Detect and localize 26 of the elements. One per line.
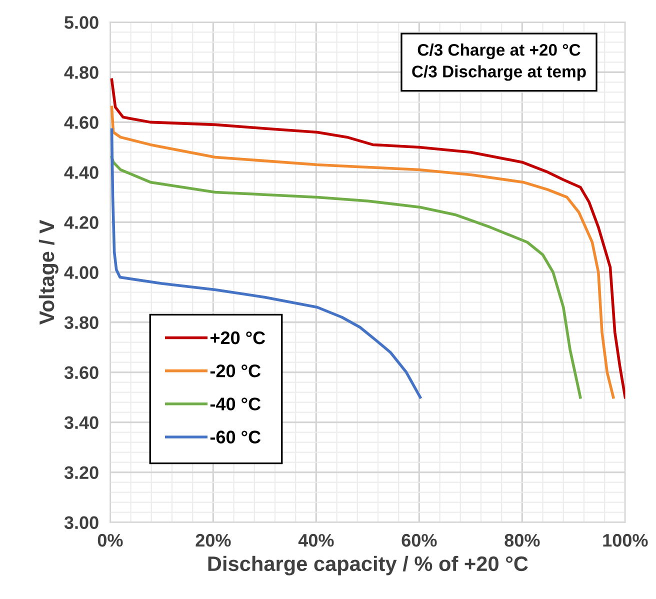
x-tick-label: 60% <box>402 534 437 547</box>
legend-label: -60 °C <box>210 430 261 444</box>
line-series <box>110 156 582 399</box>
annotation: C/3 Charge at +20 °C C/3 Discharge at temp <box>412 44 586 81</box>
y-tick-label: 3.40 <box>64 416 98 430</box>
y-tick-label: 3.00 <box>64 516 98 530</box>
x-tick-label: 40% <box>298 534 334 547</box>
y-tick-label: 4.40 <box>64 166 98 179</box>
line-series <box>110 128 422 399</box>
y-tick-label: 4.20 <box>64 216 98 229</box>
x-tick-label: 100% <box>603 534 648 547</box>
y-axis-title: Voltage / V <box>38 220 58 325</box>
legend-label: -20 °C <box>210 364 261 378</box>
y-tick-label: 3.80 <box>64 316 98 330</box>
y-tick-label: 4.80 <box>64 66 98 79</box>
y-tick-label: 5.00 <box>64 16 98 29</box>
legend-label: -40 °C <box>210 398 261 410</box>
legend-label: +20 °C <box>210 331 266 344</box>
x-axis-title: Discharge capacity / % of +20 °C <box>208 556 528 576</box>
x-tick-label: 80% <box>504 534 540 547</box>
x-tick-label: 20% <box>196 534 231 547</box>
y-tick-label: 4.00 <box>64 266 98 279</box>
y-tick-label: 3.20 <box>64 466 98 480</box>
y-tick-label: 4.60 <box>64 116 98 129</box>
x-tick-label: 0% <box>98 534 123 547</box>
y-tick-label: 3.60 <box>64 366 98 380</box>
